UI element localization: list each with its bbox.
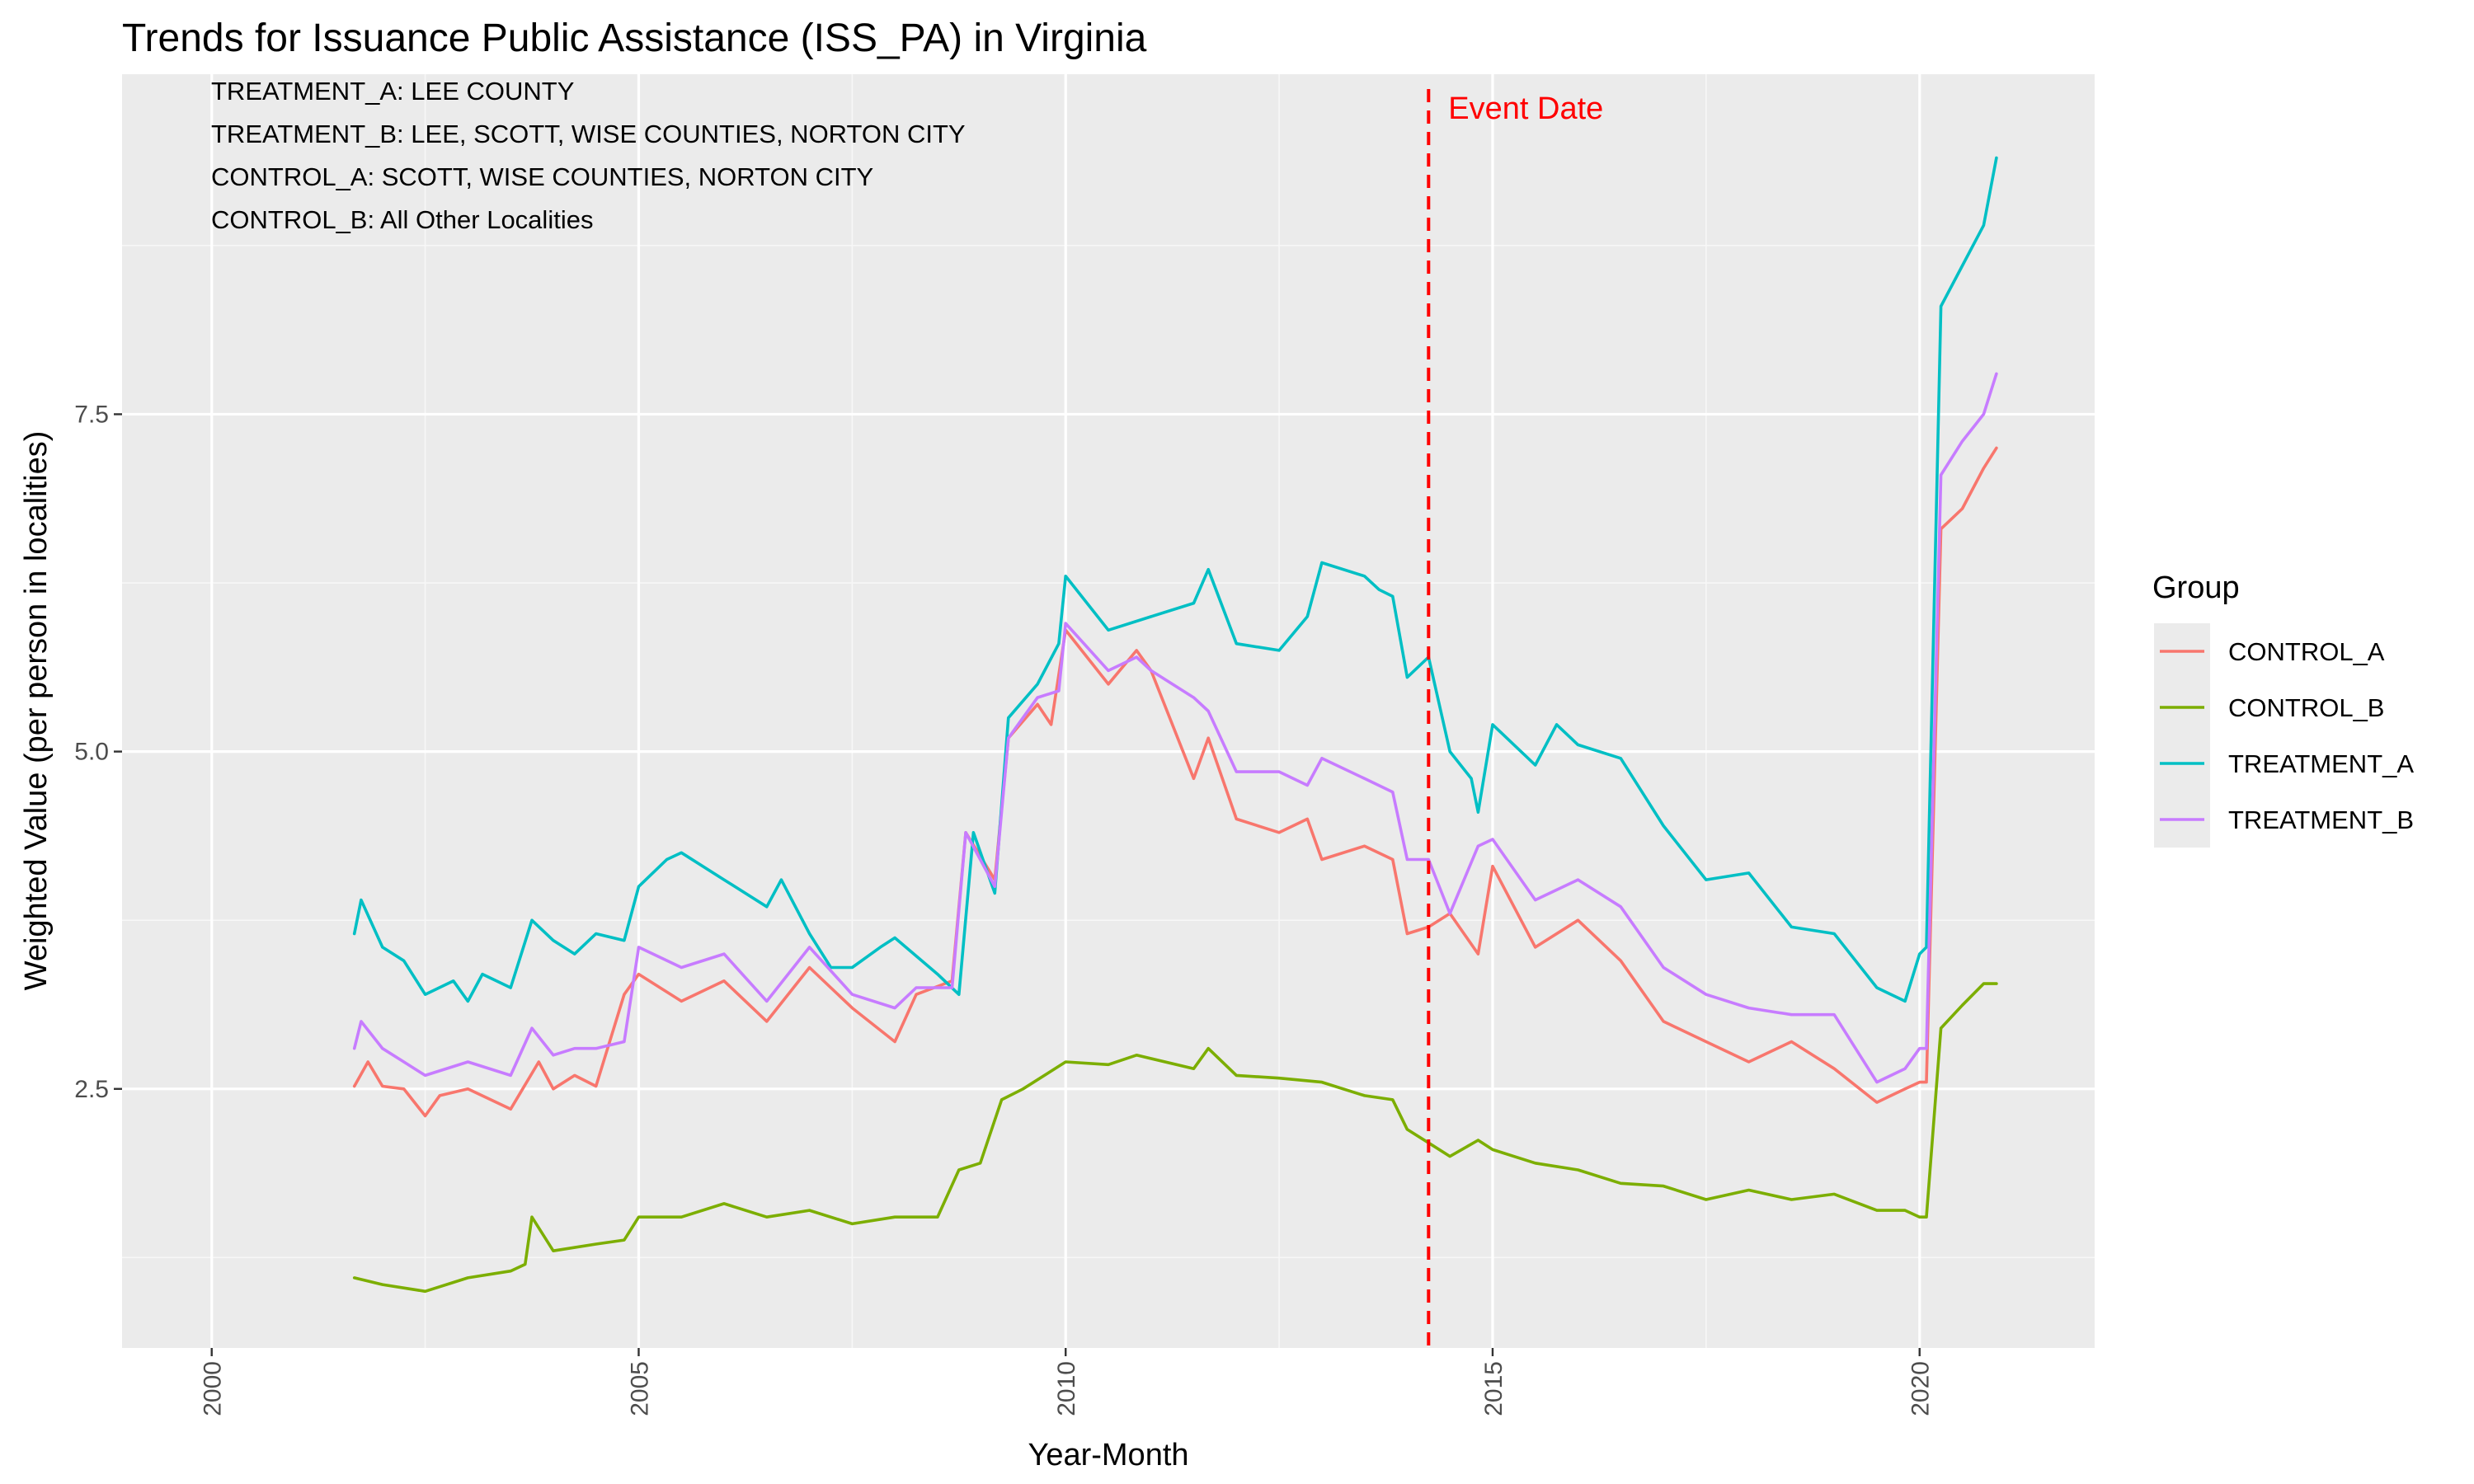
legend-label-treatment-a: TREATMENT_A bbox=[2228, 749, 2414, 778]
series-line-control-a bbox=[352, 446, 1998, 1118]
y-tick-label: 7.5 bbox=[74, 401, 109, 428]
series-line-control-b bbox=[352, 982, 1998, 1294]
x-tick-label: 2010 bbox=[1053, 1361, 1080, 1416]
series-line-treatment-a bbox=[352, 156, 1998, 1003]
grid-lines bbox=[122, 74, 2095, 1348]
annotation-treatment-a: TREATMENT_A: LEE COUNTY bbox=[211, 77, 574, 106]
legend-label-control-a: CONTROL_A bbox=[2228, 637, 2385, 666]
y-axis-ticks: 2.5 5.0 7.5 bbox=[74, 401, 122, 1103]
annotation-block: TREATMENT_A: LEE COUNTY TREATMENT_B: LEE… bbox=[211, 77, 966, 234]
y-tick-label: 5.0 bbox=[74, 739, 109, 766]
legend-label-treatment-b: TREATMENT_B bbox=[2228, 805, 2414, 834]
x-axis-title: Year-Month bbox=[1028, 1438, 1188, 1472]
annotation-control-a: CONTROL_A: SCOTT, WISE COUNTIES, NORTON … bbox=[211, 162, 873, 191]
y-tick-label: 2.5 bbox=[74, 1076, 109, 1103]
x-tick-label: 2015 bbox=[1480, 1361, 1507, 1416]
legend-label-control-b: CONTROL_B bbox=[2228, 693, 2384, 722]
x-tick-label: 2020 bbox=[1907, 1361, 1935, 1416]
x-tick-label: 2000 bbox=[200, 1361, 227, 1416]
series-lines bbox=[352, 156, 1998, 1294]
event-date-label: Event Date bbox=[1448, 92, 1603, 126]
legend-title: Group bbox=[2152, 571, 2240, 605]
legend: Group CONTROL_A CONTROL_B TREATMENT_A TREAT… bbox=[2152, 571, 2414, 848]
annotation-control-b: CONTROL_B: All Other Localities bbox=[211, 205, 593, 234]
series-line-treatment-b bbox=[352, 372, 1998, 1084]
x-tick-label: 2005 bbox=[626, 1361, 653, 1416]
chart-title: Trends for Issuance Public Assistance (I… bbox=[122, 16, 1147, 60]
annotation-treatment-b: TREATMENT_B: LEE, SCOTT, WISE COUNTIES, … bbox=[211, 120, 966, 148]
x-axis-ticks: 2000 2005 2010 2015 2020 bbox=[200, 1348, 1935, 1416]
plot-panel bbox=[122, 74, 2095, 1348]
y-axis-title: Weighted Value (per person in localities… bbox=[19, 431, 54, 991]
